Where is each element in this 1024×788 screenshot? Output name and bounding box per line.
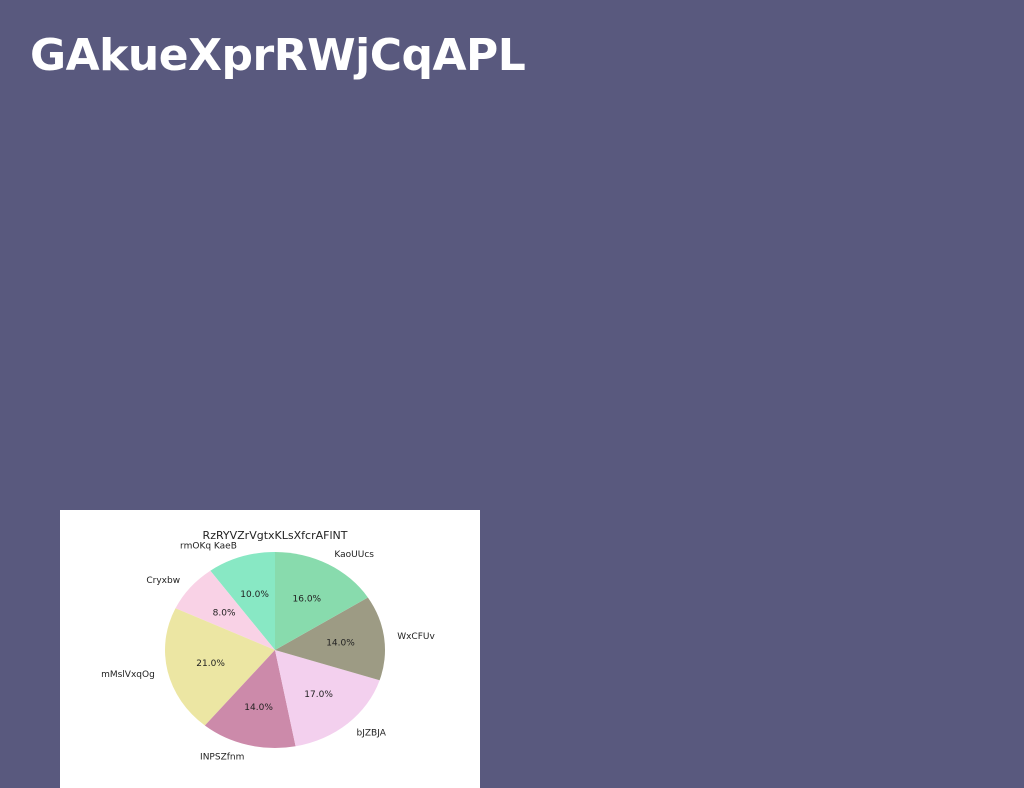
slice-percent-label: 8.0% <box>213 609 236 619</box>
slice-percent-label: 14.0% <box>326 639 355 649</box>
pie-slice-rmokq-kaeb <box>210 552 275 650</box>
slice-percent-label: 21.0% <box>196 659 225 669</box>
pie-chart: RzRYVZrVgtxKLsXfcrAFlNT 10.0% rmOKq KaeB 8… <box>101 529 435 762</box>
slice-percent-label: 16.0% <box>293 595 322 605</box>
slice-category-label: bJZBJA <box>357 728 387 738</box>
chart-title: RzRYVZrVgtxKLsXfcrAFlNT <box>203 529 348 542</box>
slice-category-label: INPSZfnm <box>200 752 244 762</box>
slice-category-label: Cryxbw <box>146 576 180 586</box>
pie-slice-wxcfuv <box>275 597 386 681</box>
pie-slice-cryxbw <box>175 570 275 650</box>
slice-category-label: WxCFUv <box>397 632 435 642</box>
slice-percent-label: 17.0% <box>304 690 333 700</box>
page-title: GAkueXprRWjCqAPL <box>30 30 526 81</box>
chart-card: RzRYVZrVgtxKLsXfcrAFlNT 10.0% rmOKq KaeB 8… <box>60 510 480 788</box>
slice-category-label: KaoUUcs <box>334 550 374 560</box>
slice-percent-label: 10.0% <box>240 590 269 600</box>
pie-slice-inpszfnm <box>204 650 296 748</box>
slice-category-label: mMslVxqOg <box>101 670 155 680</box>
pie-slice-kaouucs <box>275 552 368 650</box>
slice-category-label: rmOKq KaeB <box>180 542 237 552</box>
slice-percent-label: 14.0% <box>244 703 273 713</box>
pie-slice-bjzbja <box>275 650 380 747</box>
pie-slice-mmslvxqog <box>164 608 275 726</box>
